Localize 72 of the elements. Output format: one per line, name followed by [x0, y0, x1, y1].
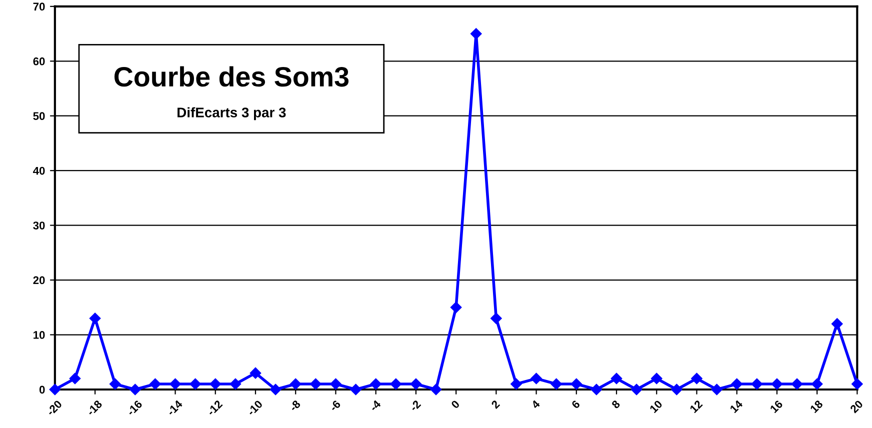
point — [390, 378, 402, 390]
point — [570, 378, 582, 390]
x-tick-label: 4 — [530, 400, 540, 410]
y-tick-label: 50 — [33, 112, 45, 120]
point — [430, 384, 442, 396]
point — [671, 384, 682, 396]
text: DifEcarts 3 par 3 — [178, 107, 286, 120]
y-tick-label: 10 — [34, 331, 45, 339]
point — [490, 312, 502, 324]
y-tick-label: 40 — [33, 166, 45, 175]
point — [550, 378, 562, 390]
point — [711, 384, 722, 396]
point — [791, 378, 803, 390]
point — [370, 378, 382, 390]
point — [590, 384, 602, 396]
x-tick-label: -4 — [369, 400, 382, 412]
point — [230, 378, 242, 390]
x-tick-label: -20 — [46, 400, 62, 416]
x-tick-label: 16 — [770, 400, 784, 414]
x-tick-label: 0 — [450, 400, 460, 410]
text: Courbe des Som3 — [114, 66, 349, 87]
point — [530, 372, 542, 384]
x-tick-label: 18 — [810, 400, 824, 414]
point — [110, 378, 121, 390]
point — [751, 378, 762, 390]
point — [250, 367, 262, 379]
point — [771, 378, 783, 390]
point — [210, 378, 221, 390]
x-tick-label: 14 — [730, 400, 744, 414]
y-tick-label: 60 — [33, 57, 45, 66]
y-tick-label: 20 — [33, 276, 45, 284]
x-tick-label: -2 — [409, 400, 422, 412]
point — [510, 378, 522, 390]
point — [130, 384, 141, 396]
point — [450, 302, 462, 313]
x-tick-label: 12 — [689, 400, 703, 414]
y-tick-label: 0 — [39, 386, 45, 394]
x-tick-label: -12 — [206, 400, 223, 416]
point — [470, 28, 482, 40]
point — [630, 384, 642, 396]
point — [852, 378, 863, 390]
point — [330, 378, 342, 390]
x-tick-label: -18 — [86, 400, 103, 416]
point — [190, 378, 201, 390]
point — [691, 372, 702, 384]
y-tick-label: 30 — [33, 222, 45, 230]
x-tick-label: -6 — [329, 400, 342, 412]
point — [150, 378, 161, 390]
point — [89, 312, 101, 324]
point — [731, 378, 742, 390]
x-tick-label: 10 — [649, 400, 663, 414]
point — [49, 384, 61, 396]
x-tick-label: -8 — [288, 400, 301, 412]
point — [811, 378, 823, 390]
x-tick-label: 2 — [490, 400, 500, 409]
point — [651, 372, 662, 384]
point — [69, 372, 81, 384]
point — [270, 384, 282, 396]
point — [610, 372, 622, 384]
x-tick-label: 8 — [611, 400, 621, 410]
x-tick-label: -16 — [126, 400, 143, 416]
point — [410, 378, 422, 390]
point — [290, 378, 302, 390]
point — [170, 378, 181, 390]
x-tick-label: 6 — [571, 400, 580, 410]
x-tick-label: -10 — [246, 400, 263, 416]
x-tick-label: 20 — [850, 400, 864, 414]
x-tick-label: -14 — [166, 400, 183, 416]
point — [310, 378, 322, 390]
point — [350, 384, 362, 396]
y-tick-label: 70 — [33, 2, 45, 11]
point — [832, 318, 843, 330]
